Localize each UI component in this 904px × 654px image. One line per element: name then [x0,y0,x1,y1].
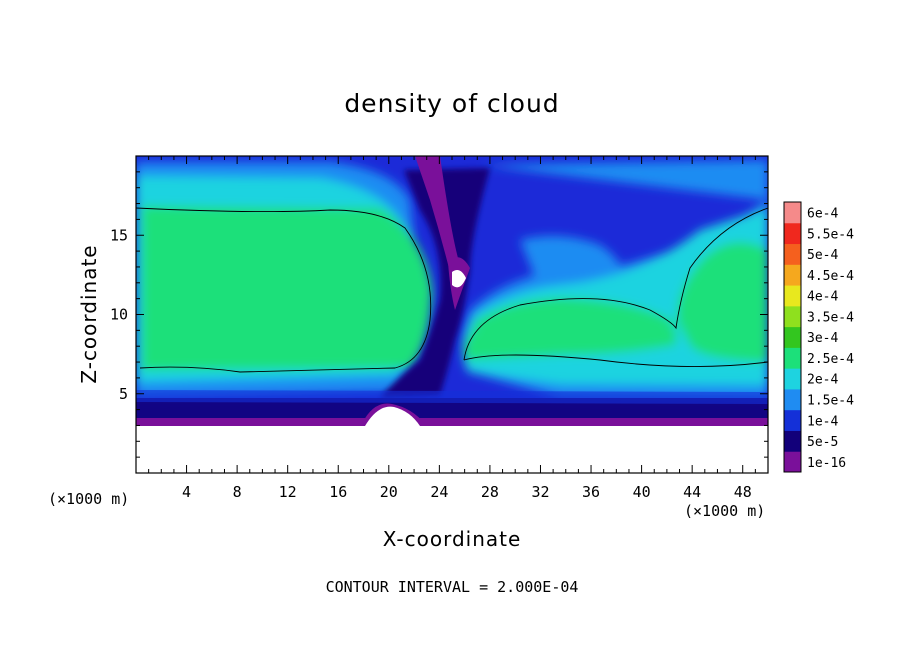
colorbar-swatch [784,285,801,307]
x-tick-label: 20 [380,483,398,501]
colorbar-label: 5e-4 [807,248,838,263]
colorbar-swatch [784,430,801,452]
chart-title: density of cloud [344,89,559,118]
colorbar-swatch [784,222,801,245]
x-axis-ticks: 4 8 12 16 20 24 28 32 36 40 44 48 [148,156,756,501]
colorbar-label: 6e-4 [807,207,838,222]
contour-interval-note: CONTOUR INTERVAL = 2.000E-04 [326,578,579,596]
x-tick-label: 40 [633,483,651,501]
colorbar: 1e-16 5e-5 1e-4 1.5e-4 2e-4 2.5e-4 3e-4 3.5e-4 4… [783,201,854,473]
colorbar-swatch [784,202,801,224]
x-unit-label-left: (×1000 m) [48,490,129,508]
colorbar-frame [783,201,802,473]
colorbar-swatch [784,409,801,431]
x-tick-label: 16 [329,483,347,501]
colorbar-label: 3e-4 [807,331,838,346]
x-tick-label: 36 [582,483,600,501]
x-tick-label: 32 [531,483,549,501]
y-tick-label: 5 [119,385,128,403]
colorbar-label: 4e-4 [807,290,838,305]
y-axis-ticks: 5 10 15 [110,171,768,458]
density-field [136,156,768,473]
colorbar-swatch [784,305,801,328]
colorbar-label: 4.5e-4 [807,269,854,284]
x-tick-label: 8 [233,483,242,501]
x-tick-label: 48 [734,483,752,501]
colorbar-label: 3.5e-4 [807,310,854,325]
colorbar-swatch [784,264,801,286]
colorbar-swatch [784,326,801,348]
colorbar-label: 1e-4 [807,414,838,429]
colorbar-swatch [784,388,801,411]
colorbar-label: 5.5e-4 [807,227,854,242]
colorbar-label: 1.5e-4 [807,394,854,409]
x-axis-label: X-coordinate [383,527,522,551]
x-tick-label: 12 [279,483,297,501]
colorbar-swatch [784,368,801,390]
x-tick-label: 28 [481,483,499,501]
colorbar-label: 2e-4 [807,373,838,388]
y-axis-label: Z-coordinate [77,244,101,383]
colorbar-label: 5e-5 [807,435,838,450]
y-tick-label: 15 [110,226,128,244]
colorbar-label: 2.5e-4 [807,352,854,367]
x-tick-label: 4 [182,483,191,501]
x-unit-label-right: (×1000 m) [684,502,765,520]
x-tick-label: 24 [430,483,448,501]
colorbar-label: 1e-16 [807,456,846,471]
x-tick-label: 44 [683,483,701,501]
y-tick-label: 10 [110,306,128,324]
colorbar-swatch [784,347,801,369]
colorbar-swatch [784,243,801,265]
colorbar-swatch [784,451,801,473]
